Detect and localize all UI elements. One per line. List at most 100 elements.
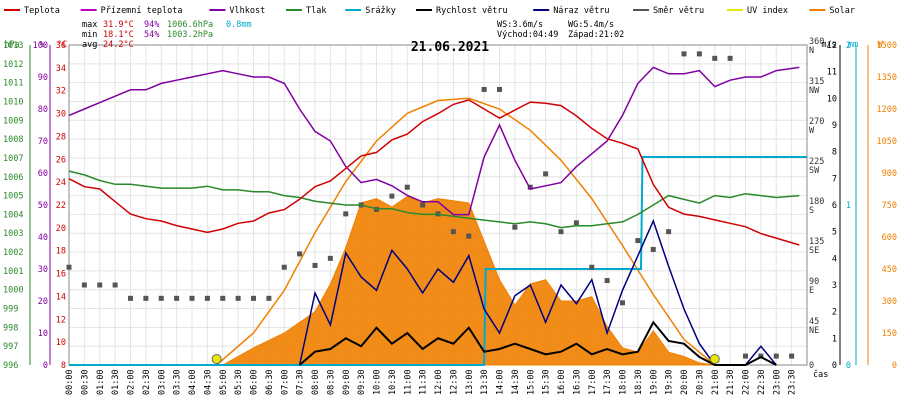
legend-label-8: UV index — [747, 6, 788, 16]
wind-direction-point — [343, 211, 349, 217]
x-tick-label: 18:30 — [634, 369, 644, 395]
wind-direction-point — [404, 184, 410, 190]
x-tick-label: 05:00 — [219, 369, 229, 395]
stat-max-rain: 0.8mm — [226, 20, 252, 30]
y-tick-direction: 135 — [809, 237, 824, 247]
stat-min-label: min — [82, 30, 97, 40]
wind-direction-point — [97, 282, 103, 288]
x-tick-label: 05:30 — [234, 369, 244, 395]
legend-label-7: Směr větru — [653, 6, 704, 16]
x-tick-label: 20:00 — [680, 369, 690, 395]
y-tick-temperature: 16 — [56, 270, 66, 280]
x-tick-label: 03:00 — [157, 369, 167, 395]
wind-direction-point — [543, 171, 549, 177]
wind-direction-point — [281, 264, 287, 270]
x-tick-label: 12:00 — [434, 369, 444, 395]
y-tick-temperature: 12 — [56, 315, 66, 325]
y-tick-direction: 270 — [809, 117, 824, 127]
y-tick-humidity: 50 — [38, 201, 48, 211]
y-tick-humidity: 60 — [38, 169, 48, 179]
wind-direction-point — [512, 224, 518, 230]
legend-label-9: Solar — [829, 6, 855, 16]
wind-direction-point — [266, 295, 272, 301]
wind-direction-point — [558, 229, 564, 235]
x-tick-label: 10:00 — [373, 369, 383, 395]
x-tick-label: 18:00 — [619, 369, 629, 395]
y-tick-humidity: 0 — [43, 361, 48, 371]
y-tick-solar: 750 — [882, 201, 897, 211]
stat-min-temp: 18.1°C — [103, 30, 134, 40]
wind-direction-point — [589, 264, 595, 270]
axis-unit-mm: mm — [848, 40, 858, 50]
uv-marker — [709, 354, 720, 364]
wind-direction-point — [620, 300, 625, 306]
y-tick-temperature: 36 — [56, 41, 66, 51]
wind-direction-point — [312, 262, 318, 268]
y-tick-hpa: 999 — [3, 305, 18, 315]
y-tick-direction-name: S — [809, 206, 814, 216]
y-tick-direction-name: NE — [809, 326, 819, 336]
y-tick-humidity: 20 — [38, 297, 48, 307]
y-tick-humidity: 30 — [38, 265, 48, 275]
chart-date-title: 21.06.2021 — [411, 40, 489, 55]
y-tick-hpa: 1005 — [3, 192, 23, 202]
x-tick-label: 06:00 — [250, 369, 260, 395]
y-tick-hpa: 1001 — [3, 267, 23, 277]
y-tick-wind: 3 — [832, 281, 837, 291]
stat-sunset: Západ:21:02 — [568, 30, 624, 40]
x-tick-label: 04:30 — [203, 369, 213, 395]
x-tick-label: 02:00 — [127, 369, 137, 395]
y-tick-direction: 45 — [809, 317, 819, 327]
wind-direction-point — [158, 295, 164, 301]
y-tick-hpa: 1011 — [3, 79, 23, 89]
y-tick-temperature: 22 — [56, 201, 66, 211]
x-tick-label: 07:00 — [280, 369, 290, 395]
y-tick-solar: 1350 — [877, 73, 897, 83]
wind-direction-point — [789, 353, 795, 359]
y-tick-direction-name: NW — [809, 86, 820, 96]
y-tick-hpa: 1003 — [3, 229, 23, 239]
y-tick-direction-name: N — [809, 46, 814, 56]
stat-max-label: max — [82, 20, 97, 30]
y-tick-hpa: 1004 — [3, 210, 23, 220]
x-tick-label: 21:30 — [726, 369, 736, 395]
legend-label-5: Rychlost větru — [436, 6, 508, 16]
y-tick-wind: 10 — [827, 94, 837, 104]
y-tick-wind: 6 — [832, 201, 837, 211]
y-tick-hpa: 997 — [3, 342, 18, 352]
y-tick-wind: 7 — [832, 174, 837, 184]
axis-unit-w: W — [877, 40, 883, 50]
x-tick-label: 23:30 — [788, 369, 798, 395]
x-tick-label: 23:00 — [772, 369, 782, 395]
wind-direction-point — [204, 295, 210, 301]
y-tick-wind: 12 — [827, 41, 837, 51]
wind-direction-point — [420, 202, 426, 208]
y-tick-direction-name: E — [809, 286, 814, 296]
y-tick-direction: 315 — [809, 77, 824, 87]
stat-avg-temp: 24.2°C — [103, 40, 134, 50]
y-tick-wind: 11 — [827, 68, 837, 78]
y-tick-hpa: 1002 — [3, 248, 23, 258]
wind-direction-point — [389, 193, 395, 199]
axis-unit-pct: % — [39, 40, 44, 50]
stat-ws: WS:3.6m/s — [497, 20, 543, 30]
y-tick-rain: 0 — [846, 361, 851, 371]
y-tick-temperature: 26 — [56, 155, 66, 165]
y-tick-wind: 2 — [832, 308, 837, 318]
y-tick-temperature: 10 — [56, 338, 66, 348]
y-tick-solar: 1500 — [877, 41, 897, 51]
x-tick-label: 08:30 — [326, 369, 336, 395]
wind-direction-point — [450, 229, 456, 235]
y-tick-direction-name: SE — [809, 246, 819, 256]
wind-direction-point — [112, 282, 118, 288]
wind-direction-point — [650, 246, 656, 252]
y-tick-hpa: 1010 — [3, 97, 23, 107]
axis-unit-degc: °C — [57, 40, 67, 50]
wind-direction-point — [81, 282, 87, 288]
stat-sunrise: Východ:04:49 — [497, 30, 558, 40]
x-tick-label: 00:30 — [80, 369, 90, 395]
y-tick-hpa: 1008 — [3, 135, 23, 145]
x-tick-label: 03:30 — [173, 369, 183, 395]
